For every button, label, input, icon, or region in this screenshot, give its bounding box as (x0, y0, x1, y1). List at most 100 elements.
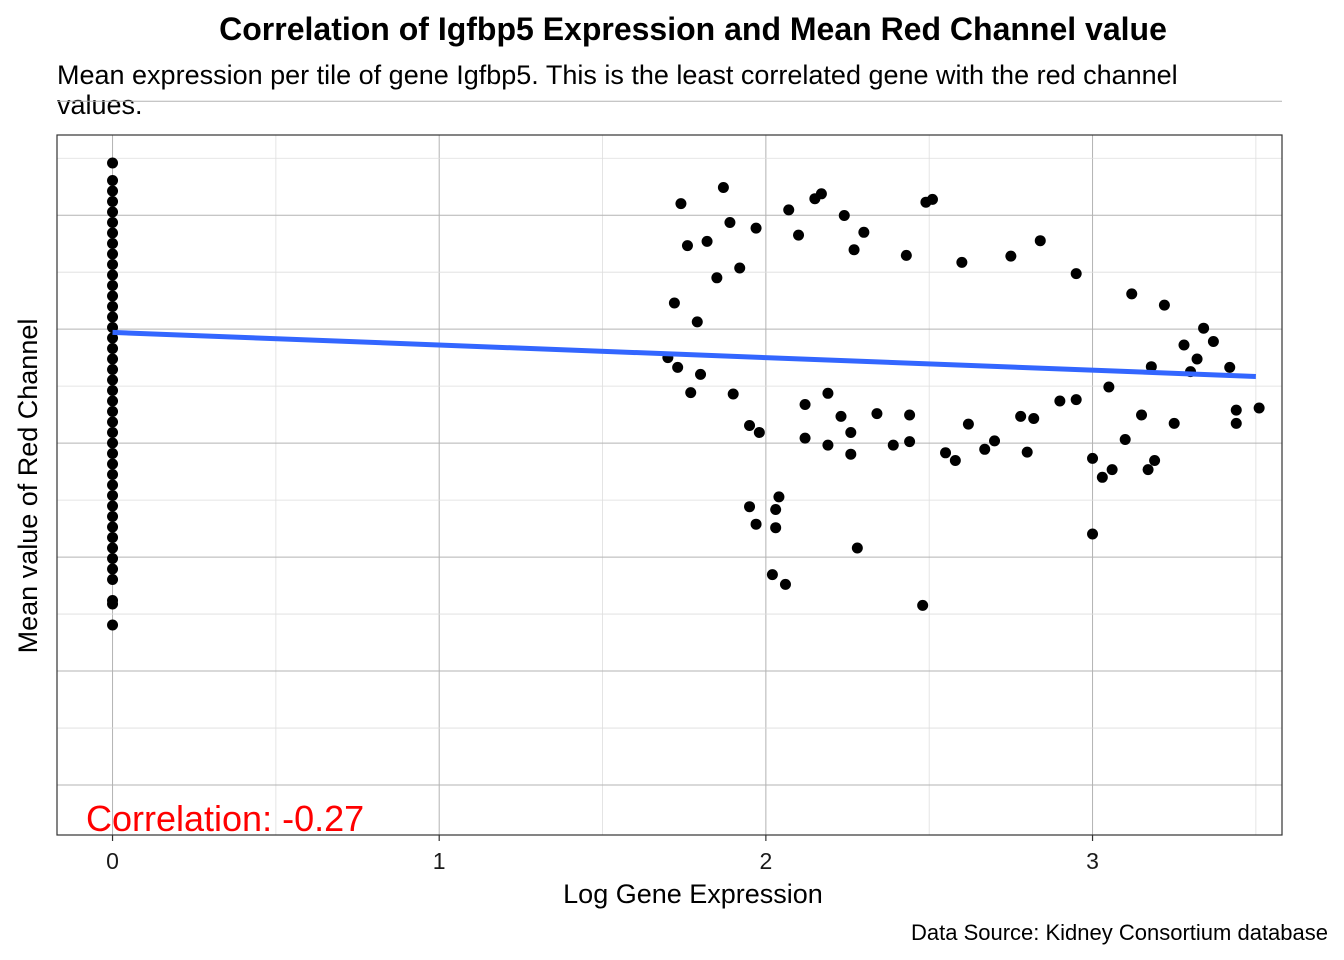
data-point (1005, 250, 1017, 262)
data-point (107, 574, 119, 585)
data-point (107, 196, 119, 207)
data-point (845, 427, 857, 438)
data-points (107, 157, 1265, 631)
data-point (822, 439, 834, 451)
data-point (845, 448, 857, 460)
data-point (107, 427, 119, 438)
data-point (107, 206, 119, 218)
data-point (1126, 288, 1138, 300)
data-point (107, 217, 119, 228)
data-point (711, 272, 723, 284)
data-point (989, 435, 1001, 447)
data-point (107, 238, 119, 249)
data-point (695, 368, 707, 380)
data-point (1070, 268, 1082, 280)
data-point (956, 256, 968, 268)
data-point (107, 469, 119, 480)
data-point (799, 399, 811, 410)
data-point (107, 458, 119, 470)
data-point (107, 542, 119, 554)
data-point (107, 619, 119, 631)
data-point (672, 361, 684, 373)
data-point (904, 409, 916, 421)
data-source-caption: Data Source: Kidney Consortium database (911, 920, 1328, 945)
data-point (917, 599, 929, 611)
data-point (904, 436, 916, 448)
data-point (838, 210, 850, 221)
data-point (107, 259, 119, 270)
data-point (858, 226, 870, 238)
data-point (900, 249, 912, 261)
chart-subtitle-line-2: values. (57, 90, 143, 120)
data-point (1198, 322, 1210, 334)
data-point (107, 290, 119, 302)
data-point (107, 364, 119, 375)
data-point (1021, 446, 1033, 458)
data-point (1178, 339, 1190, 351)
plot-panel-border (56, 134, 1283, 836)
data-point (691, 316, 703, 328)
data-point (783, 204, 795, 216)
data-point (107, 598, 119, 610)
data-point (1034, 235, 1046, 247)
data-point (744, 501, 756, 513)
x-tick-label: 1 (433, 848, 446, 874)
data-point (107, 343, 119, 354)
data-point (770, 504, 782, 515)
data-point (773, 491, 785, 503)
data-point (734, 262, 746, 274)
y-axis-label: Mean value of Red Channel (13, 319, 43, 654)
data-point (107, 227, 119, 239)
data-point (107, 521, 119, 533)
data-point (681, 240, 693, 252)
data-point (851, 542, 863, 554)
data-point (724, 217, 736, 228)
data-point (753, 427, 765, 438)
data-point (926, 193, 938, 205)
data-point (1054, 395, 1066, 407)
data-point (668, 297, 680, 309)
data-point (750, 222, 762, 234)
data-point (1070, 394, 1082, 406)
data-point (1087, 452, 1099, 464)
data-point (848, 244, 860, 256)
x-tick-label: 0 (106, 848, 119, 874)
data-point (107, 175, 119, 186)
data-point (107, 374, 119, 386)
data-point (1142, 464, 1154, 476)
data-point (107, 532, 119, 543)
data-point (949, 455, 961, 466)
data-point (750, 518, 762, 530)
data-point (770, 522, 782, 534)
data-point (799, 432, 811, 444)
data-point (107, 406, 119, 417)
data-point (1136, 409, 1148, 421)
data-point (107, 269, 119, 281)
data-point (675, 198, 687, 210)
data-point (1103, 381, 1115, 393)
data-point (835, 410, 847, 422)
data-point (685, 387, 697, 399)
data-point (1230, 404, 1242, 416)
chart-title: Correlation of Igfbp5 Expression and Mea… (219, 11, 1167, 47)
data-point (940, 447, 952, 459)
x-tick-label: 3 (1086, 848, 1099, 874)
data-point (871, 408, 883, 420)
data-point (1119, 434, 1131, 445)
data-point (107, 416, 119, 428)
data-point (1028, 413, 1040, 424)
data-point (107, 511, 119, 522)
data-point (1015, 410, 1027, 422)
data-point (107, 332, 119, 344)
data-point (1145, 361, 1157, 373)
data-point (1191, 353, 1203, 365)
x-tick-label: 2 (759, 848, 772, 874)
data-point (107, 248, 119, 260)
data-point (107, 490, 119, 501)
data-point (107, 563, 119, 575)
correlation-annotation: Correlation: -0.27 (86, 798, 364, 839)
data-point (107, 448, 119, 459)
data-point (107, 437, 119, 449)
data-point (766, 569, 778, 581)
data-point (727, 388, 739, 400)
